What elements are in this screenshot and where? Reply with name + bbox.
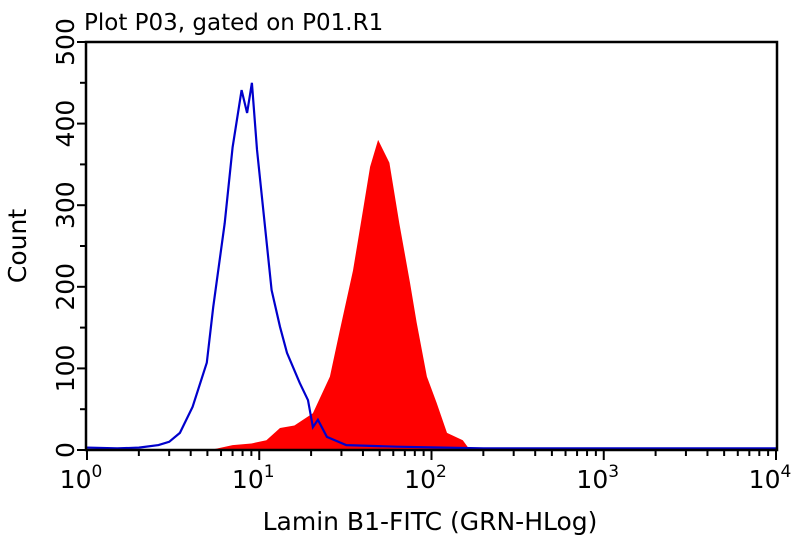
x-tick-label: 102 [404,462,447,494]
x-tick-label: 101 [232,462,275,494]
chart-title: Plot P03, gated on P01.R1 [84,10,383,36]
y-tick-label: 400 [51,100,80,148]
y-tick-label: 200 [51,263,80,311]
x-tick-label: 100 [60,462,103,494]
y-tick-label: 0 [51,442,80,458]
plot-frame [84,40,779,452]
x-tick-label: 103 [576,462,619,494]
y-tick-label: 300 [51,181,80,229]
y-axis-label: Count [3,209,32,283]
y-tick-label: 100 [51,345,80,393]
line-histogram-series [86,82,776,450]
x-axis-label: Lamin B1-FITC (GRN-HLog) [263,507,598,536]
y-tick-label: 500 [51,18,80,66]
filled-histogram-series [210,139,470,450]
x-tick-label: 104 [749,462,792,494]
